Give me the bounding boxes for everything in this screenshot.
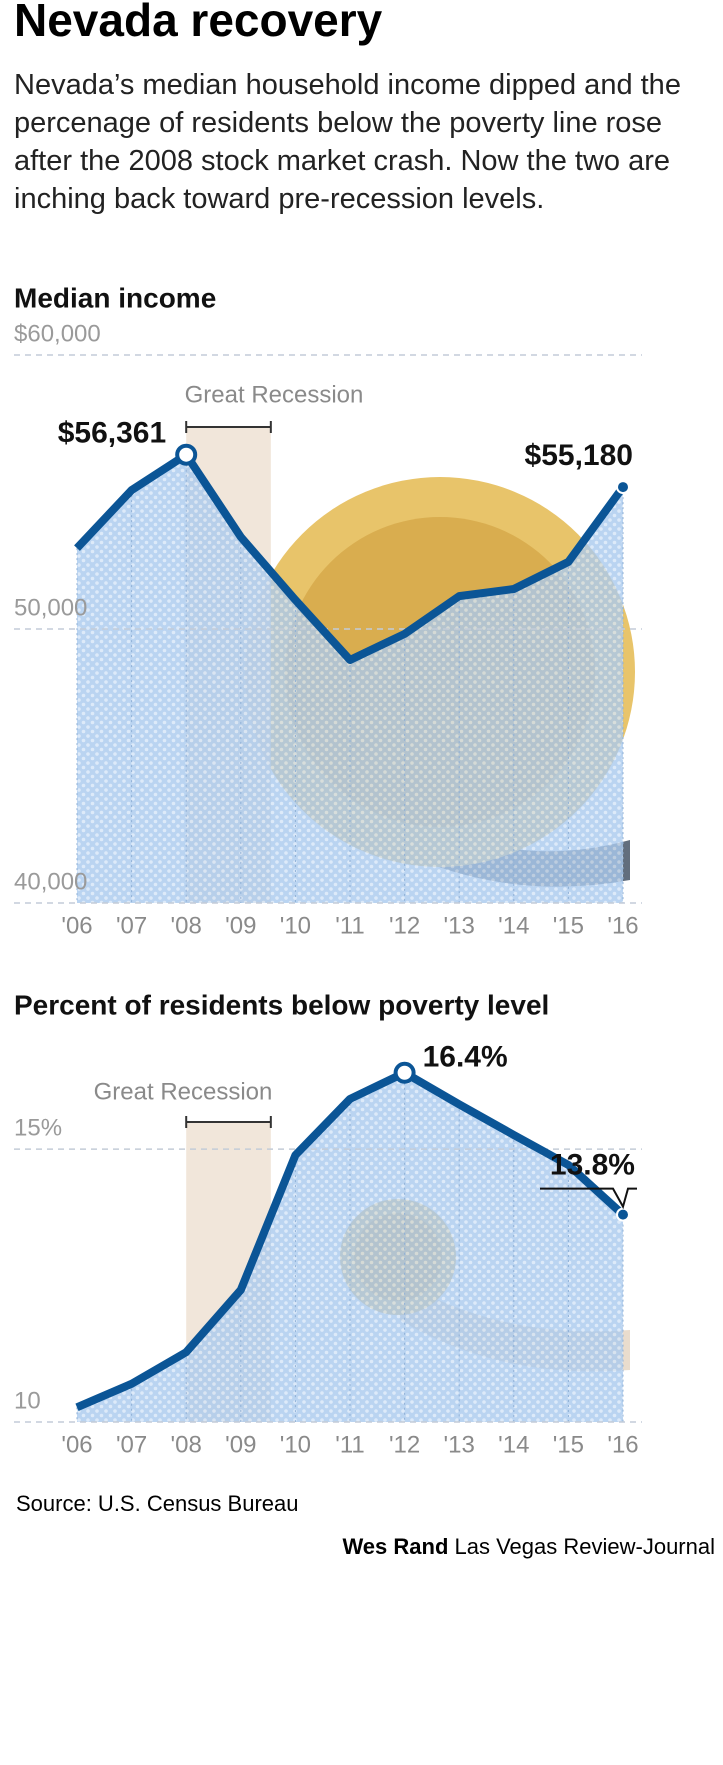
x-tick-label: '08	[171, 1431, 202, 1458]
y-tick-label: 15%	[14, 1114, 62, 1141]
x-tick-label: '14	[498, 912, 529, 939]
y-tick-label: 40,000	[14, 868, 87, 895]
x-tick-label: '14	[498, 1431, 529, 1458]
area-fill	[77, 454, 623, 903]
x-tick-label: '15	[553, 912, 584, 939]
point-marker	[393, 1061, 416, 1084]
subtitle: Nevada’s median household income dipped …	[14, 69, 681, 215]
x-tick-label: '07	[116, 912, 147, 939]
label-leader	[540, 1187, 637, 1210]
x-tick-label: '13	[444, 912, 475, 939]
x-tick-label: '09	[225, 1431, 256, 1458]
x-tick-label: '06	[61, 1431, 92, 1458]
x-tick-label: '10	[280, 1431, 311, 1458]
value-label: 16.4%	[423, 1041, 508, 1074]
x-tick-label: '15	[553, 1431, 584, 1458]
line	[75, 1068, 626, 1411]
y-tick-label: 50,000	[14, 594, 87, 621]
annotation: Great Recession	[185, 381, 364, 408]
page-title: Nevada recovery	[14, 0, 383, 46]
x-tick-label: '13	[444, 1431, 475, 1458]
x-tick-label: '11	[335, 1431, 365, 1458]
x-tick-label: '08	[171, 912, 202, 939]
point-marker	[175, 443, 198, 466]
value-label: 13.8%	[550, 1149, 635, 1182]
x-tick-label: '16	[607, 1431, 638, 1458]
source-note: Source: U.S. Census Bureau	[16, 1491, 298, 1516]
chart-title: Median income	[14, 282, 216, 313]
x-tick-label: '09	[225, 912, 256, 939]
area-fill	[77, 1072, 623, 1422]
x-tick-label: '07	[116, 1431, 147, 1458]
y-tick-label: $60,000	[14, 320, 101, 347]
x-tick-label: '12	[389, 912, 420, 939]
x-tick-label: '16	[607, 912, 638, 939]
value-label: $56,361	[58, 417, 166, 450]
chart-title: Percent of residents below poverty level	[14, 989, 549, 1020]
credit: Wes Rand Las Vegas Review-Journal	[342, 1534, 715, 1559]
credit-author: Wes Rand	[342, 1534, 448, 1559]
line	[74, 450, 627, 664]
point-marker	[616, 1207, 630, 1222]
point-marker	[616, 480, 630, 495]
credit-outlet: Las Vegas Review-Journal	[455, 1534, 715, 1559]
annotation: Great Recession	[94, 1078, 273, 1105]
x-tick-label: '10	[280, 912, 311, 939]
x-tick-label: '06	[61, 912, 92, 939]
value-label: $55,180	[525, 439, 633, 472]
x-tick-label: '12	[389, 1431, 420, 1458]
x-tick-label: '11	[335, 912, 365, 939]
y-tick-label: 10	[14, 1387, 41, 1414]
